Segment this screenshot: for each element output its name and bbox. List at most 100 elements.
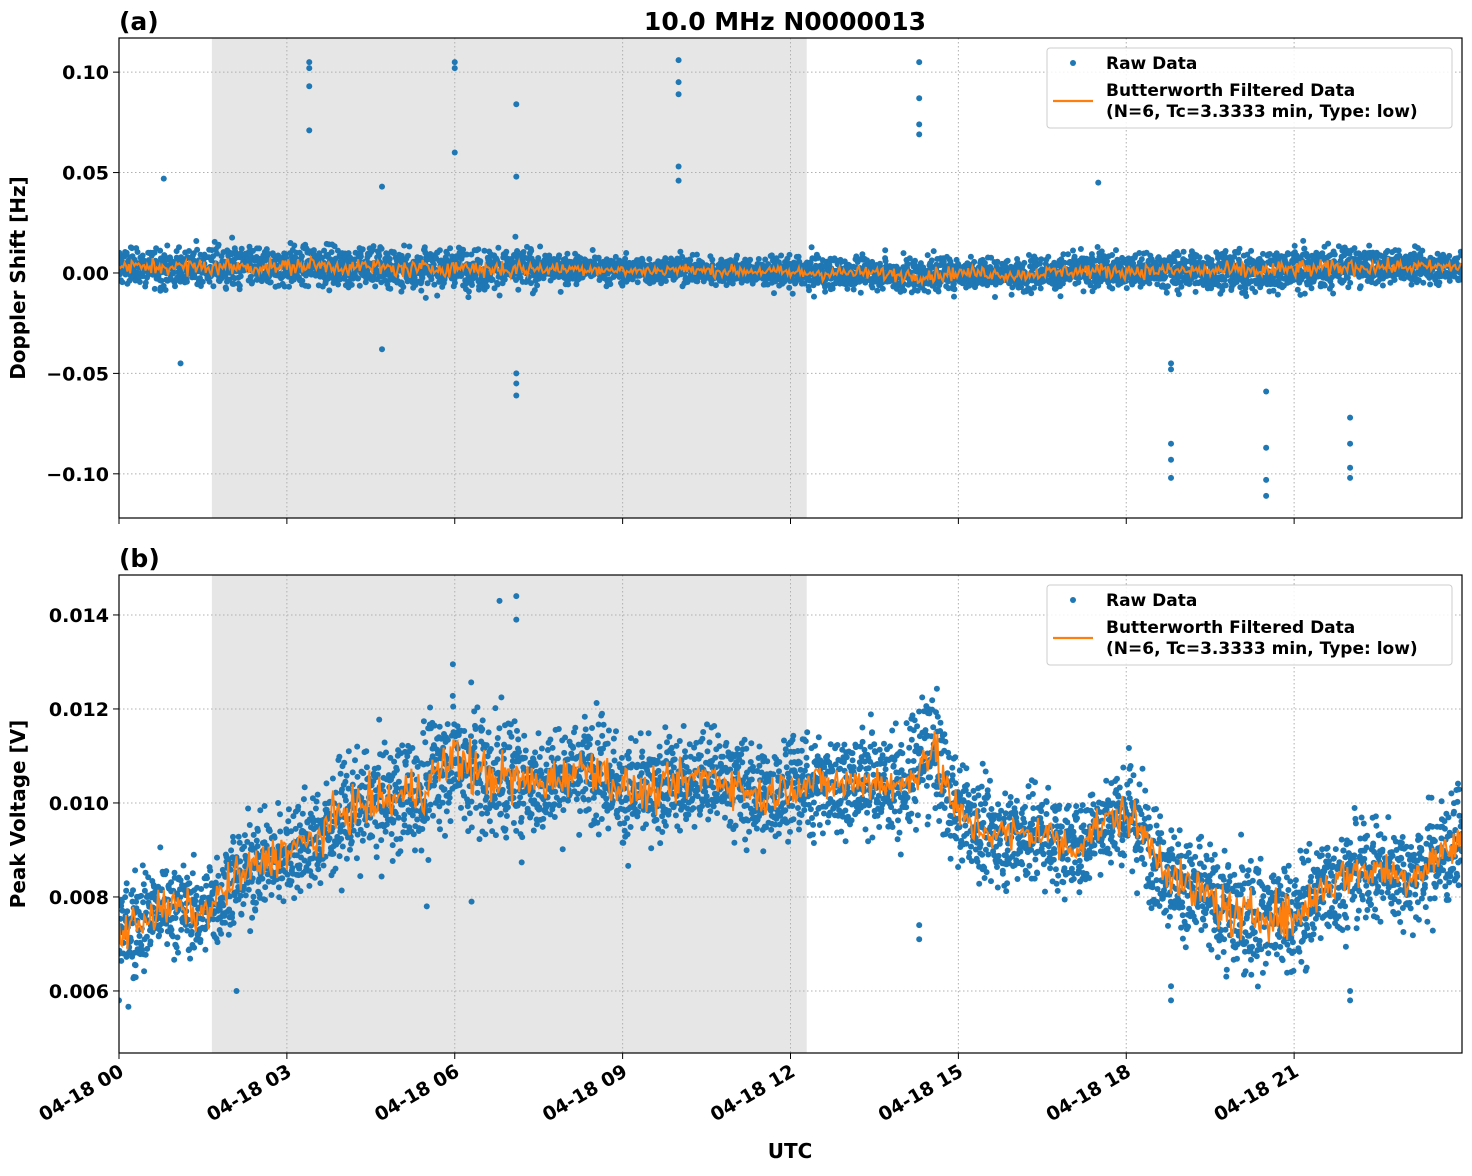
raw-data-point (360, 246, 366, 252)
raw-data-point (916, 59, 922, 65)
raw-data-point (291, 895, 297, 901)
raw-data-point (916, 121, 922, 127)
raw-data-point (289, 865, 295, 871)
raw-data-point (747, 257, 753, 263)
raw-data-point (297, 822, 303, 828)
raw-data-point (267, 828, 273, 834)
raw-data-point (534, 282, 540, 288)
legend-filtered-params: (N=6, Tc=3.3333 min, Type: low) (1106, 102, 1418, 122)
raw-data-point (1005, 258, 1011, 264)
raw-data-point (336, 754, 342, 760)
raw-data-point (184, 279, 190, 285)
raw-data-point (262, 884, 268, 890)
raw-data-point (193, 238, 199, 244)
raw-data-point (175, 950, 181, 956)
raw-data-point (239, 912, 245, 918)
raw-data-point (190, 870, 196, 876)
raw-data-point (452, 149, 458, 155)
raw-data-point (1197, 254, 1203, 260)
raw-data-point (1427, 281, 1433, 287)
raw-data-point (252, 908, 258, 914)
raw-data-point (1263, 445, 1269, 451)
raw-data-point (694, 252, 700, 258)
raw-data-point (1176, 291, 1182, 297)
legend-filtered-label: Butterworth Filtered Data (1106, 81, 1355, 101)
raw-data-point (306, 883, 312, 889)
raw-data-point (734, 253, 740, 259)
raw-data-point (1124, 285, 1130, 291)
raw-data-point (315, 792, 321, 798)
raw-data-point (916, 131, 922, 137)
raw-data-point (475, 246, 481, 252)
raw-data-point (1078, 246, 1084, 252)
raw-data-point (1168, 475, 1174, 481)
panel-label: (a) (119, 7, 159, 36)
raw-data-point (1165, 283, 1171, 289)
raw-data-point (607, 281, 613, 287)
raw-data-point (806, 287, 812, 293)
raw-data-point (676, 57, 682, 63)
raw-data-point (164, 243, 170, 249)
raw-data-point (330, 776, 336, 782)
raw-data-point (811, 294, 817, 300)
raw-data-point (1045, 254, 1051, 260)
raw-data-point (181, 863, 187, 869)
raw-data-point (1176, 252, 1182, 258)
raw-data-point (1168, 457, 1174, 463)
raw-data-point (215, 939, 221, 945)
raw-data-point (1292, 243, 1298, 249)
raw-data-point (285, 818, 291, 824)
raw-data-point (286, 284, 292, 290)
raw-data-point (1380, 283, 1386, 289)
raw-data-point (253, 900, 259, 906)
raw-data-point (931, 248, 937, 254)
raw-data-point (330, 851, 336, 857)
raw-data-point (1038, 285, 1044, 291)
raw-data-point (1263, 493, 1269, 499)
raw-data-point (176, 244, 182, 250)
raw-data-point (1248, 248, 1254, 254)
raw-data-point (1193, 289, 1199, 295)
raw-data-point (143, 952, 149, 958)
raw-data-point (158, 928, 164, 934)
raw-data-point (204, 875, 210, 881)
raw-data-point (1409, 282, 1415, 288)
raw-data-point (786, 285, 792, 291)
raw-data-point (119, 279, 125, 285)
raw-data-point (239, 246, 245, 252)
raw-data-point (275, 800, 281, 806)
raw-data-point (565, 281, 571, 287)
raw-data-point (137, 933, 143, 939)
raw-data-point (756, 256, 762, 262)
raw-data-point (315, 866, 321, 872)
raw-data-point (251, 894, 257, 900)
raw-data-point (830, 286, 836, 292)
raw-data-point (171, 957, 177, 963)
raw-data-point (279, 875, 285, 881)
raw-data-point (174, 944, 180, 950)
raw-data-point (200, 916, 206, 922)
raw-data-point (306, 127, 312, 133)
raw-data-point (992, 294, 998, 300)
raw-data-point (901, 250, 907, 256)
raw-data-point (245, 806, 251, 812)
raw-data-point (1058, 293, 1064, 299)
raw-data-point (477, 258, 483, 264)
raw-data-point (916, 95, 922, 101)
raw-data-point (460, 247, 466, 253)
raw-data-point (161, 176, 167, 182)
raw-data-point (157, 844, 163, 850)
raw-data-point (1095, 180, 1101, 186)
raw-data-point (238, 273, 244, 279)
raw-data-point (528, 248, 534, 254)
raw-data-point (502, 277, 508, 283)
raw-data-point (138, 893, 144, 899)
raw-data-point (1352, 245, 1358, 251)
raw-data-point (1095, 244, 1101, 250)
raw-data-point (452, 65, 458, 71)
raw-data-point (317, 880, 323, 886)
raw-data-point (1070, 248, 1076, 254)
raw-data-point (191, 945, 197, 951)
raw-data-point (513, 101, 519, 107)
